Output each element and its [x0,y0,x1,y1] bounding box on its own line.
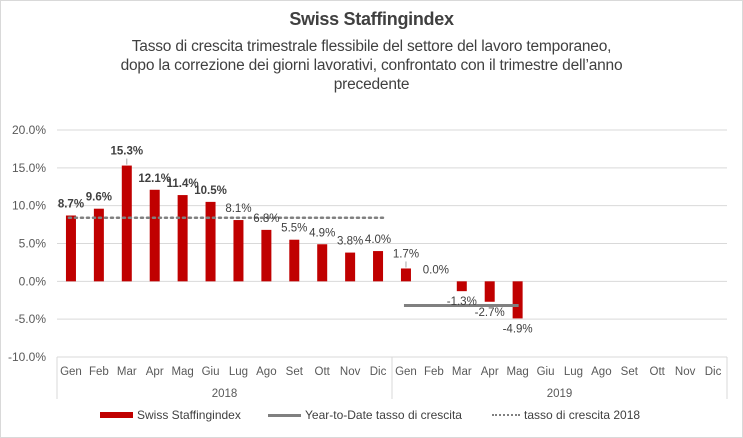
y-tick-label: 0.0% [19,274,47,288]
bar [261,229,272,282]
x-tick-label: Apr [481,366,499,378]
x-tick-label: Dic [705,366,722,378]
data-label: 4.0% [365,234,391,246]
bar [121,165,132,282]
data-label: 15.3% [110,146,143,158]
data-label: 11.4% [167,178,199,190]
chart-title: Swiss Staffingindex [289,9,454,29]
x-tick-label: Set [286,366,304,378]
legend-item-ytd: Year-to-Date tasso di crescita [268,408,462,422]
y-tick-label: -5.0% [15,312,47,326]
subtitle-line-3: precedente [333,76,410,93]
x-tick-label: Dic [370,366,387,378]
legend-swatch-bar [100,412,133,418]
data-label: 12.1% [138,173,171,185]
bar [345,252,356,282]
legend-item-2018-rate: tasso di crescita 2018 [492,408,640,422]
x-tick-label: Ago [591,366,611,378]
bar [233,220,244,282]
bar [484,281,495,302]
data-label: -1.3% [447,296,477,308]
data-label: 3.8% [337,236,363,248]
x-tick-label: Apr [146,366,164,378]
data-label: -4.9% [503,323,533,335]
bar [512,281,523,319]
data-label: 9.6% [86,192,112,204]
bar [65,215,76,282]
y-tick-label: 5.0% [19,237,47,251]
reference-lines [67,216,519,308]
x-tick-label: Nov [675,366,696,378]
legend-label: Swiss Staffingindex [137,408,241,422]
x-axis: Gen Feb Mar Apr Mag Giu Lug Ago Set Ott Nov Dic Gen F… [56,357,728,400]
data-label: 6.8% [253,213,279,225]
x-tick-label: Mar [452,366,472,378]
bars [65,165,523,319]
x-tick-label: Lug [564,366,583,378]
subtitle-line-1: Tasso di crescita trimestrale flessibile… [131,38,612,55]
y-tick-label: 10.0% [12,199,46,213]
x-tick-label: Ott [315,366,331,378]
x-tick-label: Mag [171,366,193,378]
data-label: 4.9% [309,227,335,239]
y-tick-label: 20.0% [12,123,46,137]
x-tick-label: Lug [229,366,248,378]
y-tick-label: 15.0% [12,161,46,175]
bar [289,239,300,282]
x-tick-label: Feb [89,366,109,378]
chart-subtitle: Tasso di crescita trimestrale flessibile… [60,37,683,94]
bar [205,201,216,282]
bar [456,281,467,292]
legend-swatch-dotted [492,414,520,416]
x-tick-label: Mag [506,366,528,378]
x-tick-label: Ago [256,366,276,378]
y-axis-ticks: 20.0% 15.0% 10.0% 5.0% 0.0% -5.0% -10.0% [8,123,46,364]
x-tick-label: Giu [202,366,220,378]
x-tick-label: Gen [60,366,82,378]
data-label: 8.7% [58,199,84,211]
legend-label: tasso di crescita 2018 [524,408,641,422]
data-label: 10.5% [194,185,227,197]
legend: Swiss Staffingindex Year-to-Date tasso d… [0,404,743,424]
bar [177,195,188,282]
bar [149,189,160,282]
x-tick-label: Ott [650,366,666,378]
y-tick-label: -10.0% [8,350,46,364]
bar [400,268,411,282]
data-label: 1.7% [393,248,419,260]
x-tick-label: Set [621,366,639,378]
data-label: 5.5% [281,223,307,235]
x-tick-label: Nov [340,366,361,378]
bar [373,251,384,282]
bar [93,208,104,282]
x-group-label: 2019 [547,388,573,400]
data-labels: 8.7%9.6% 15.3% 12.1%11.4%10.5% 8.1%6.8%5.5%… [58,146,533,336]
data-label: 0.0% [423,264,449,276]
x-group-label: 2018 [212,388,238,400]
x-tick-label: Feb [424,366,444,378]
legend-item-staffingindex: Swiss Staffingindex [100,408,241,422]
data-label: 8.1% [225,203,251,215]
legend-swatch-line [268,413,301,417]
bar [317,244,328,282]
subtitle-line-2: dopo la correzione dei giorni lavorativi… [120,57,623,74]
x-tick-label: Gen [395,366,417,378]
x-tick-label: Mar [117,366,137,378]
x-tick-label: Giu [537,366,555,378]
data-label: -2.7% [475,307,505,319]
legend-label: Year-to-Date tasso di crescita [305,408,462,422]
